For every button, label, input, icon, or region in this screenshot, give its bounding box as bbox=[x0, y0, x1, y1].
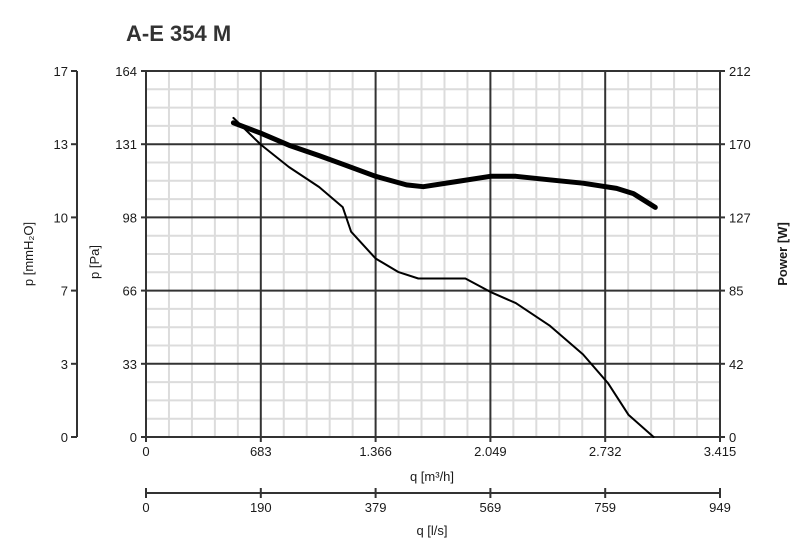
series-layer bbox=[230, 116, 658, 438]
x2-tick-label: 379 bbox=[365, 500, 387, 515]
y-tick-label-pa: 66 bbox=[123, 284, 137, 299]
y-tick-label-power: 42 bbox=[729, 357, 743, 372]
x2-tick-label: 759 bbox=[594, 500, 616, 515]
y-axis-label-mmh2o: p [mmH₂O] bbox=[21, 222, 36, 286]
y-tick-label-mmh2o: 0 bbox=[61, 430, 68, 445]
x-tick-label: 1.366 bbox=[359, 444, 392, 459]
y-tick-label-pa: 0 bbox=[130, 430, 137, 445]
y-tick-label-pa: 164 bbox=[115, 64, 137, 79]
y-tick-label-mmh2o: 13 bbox=[54, 137, 68, 152]
x-tick-label: 2.049 bbox=[474, 444, 507, 459]
y-tick-label-power: 127 bbox=[729, 210, 751, 225]
y-axis-label-power: Power [W] bbox=[775, 222, 790, 286]
pressure-curve-line bbox=[232, 116, 655, 438]
x2-tick-label: 949 bbox=[709, 500, 731, 515]
y-tick-label-power: 85 bbox=[729, 284, 743, 299]
y-tick-label-mmh2o: 7 bbox=[61, 284, 68, 299]
y-tick-label-pa: 131 bbox=[115, 137, 137, 152]
y-axis-label-pa: p [Pa] bbox=[87, 245, 102, 279]
x2-axis-label: q [l/s] bbox=[416, 523, 447, 538]
x-tick-label: 3.415 bbox=[704, 444, 737, 459]
y-tick-label-mmh2o: 3 bbox=[61, 357, 68, 372]
grid-minor bbox=[146, 71, 720, 437]
y-tick-label-power: 170 bbox=[729, 137, 751, 152]
y-tick-label-power: 212 bbox=[729, 64, 751, 79]
x-tick-label: 683 bbox=[250, 444, 272, 459]
x2-tick-label: 569 bbox=[480, 500, 502, 515]
x-axis-label: q [m³/h] bbox=[410, 469, 454, 484]
chart-title: A-E 354 M bbox=[126, 21, 231, 46]
axes bbox=[71, 70, 725, 498]
power-curve-line bbox=[230, 120, 658, 210]
x2-tick-label: 0 bbox=[142, 500, 149, 515]
x2-tick-label: 190 bbox=[250, 500, 272, 515]
y-tick-label-mmh2o: 10 bbox=[54, 210, 68, 225]
x-tick-label: 0 bbox=[142, 444, 149, 459]
y-tick-label-pa: 33 bbox=[123, 357, 137, 372]
x-tick-label: 2.732 bbox=[589, 444, 622, 459]
y-tick-label-mmh2o: 17 bbox=[54, 64, 68, 79]
y-tick-label-pa: 98 bbox=[123, 210, 137, 225]
grid-major bbox=[146, 71, 720, 437]
y-tick-label-power: 0 bbox=[729, 430, 736, 445]
